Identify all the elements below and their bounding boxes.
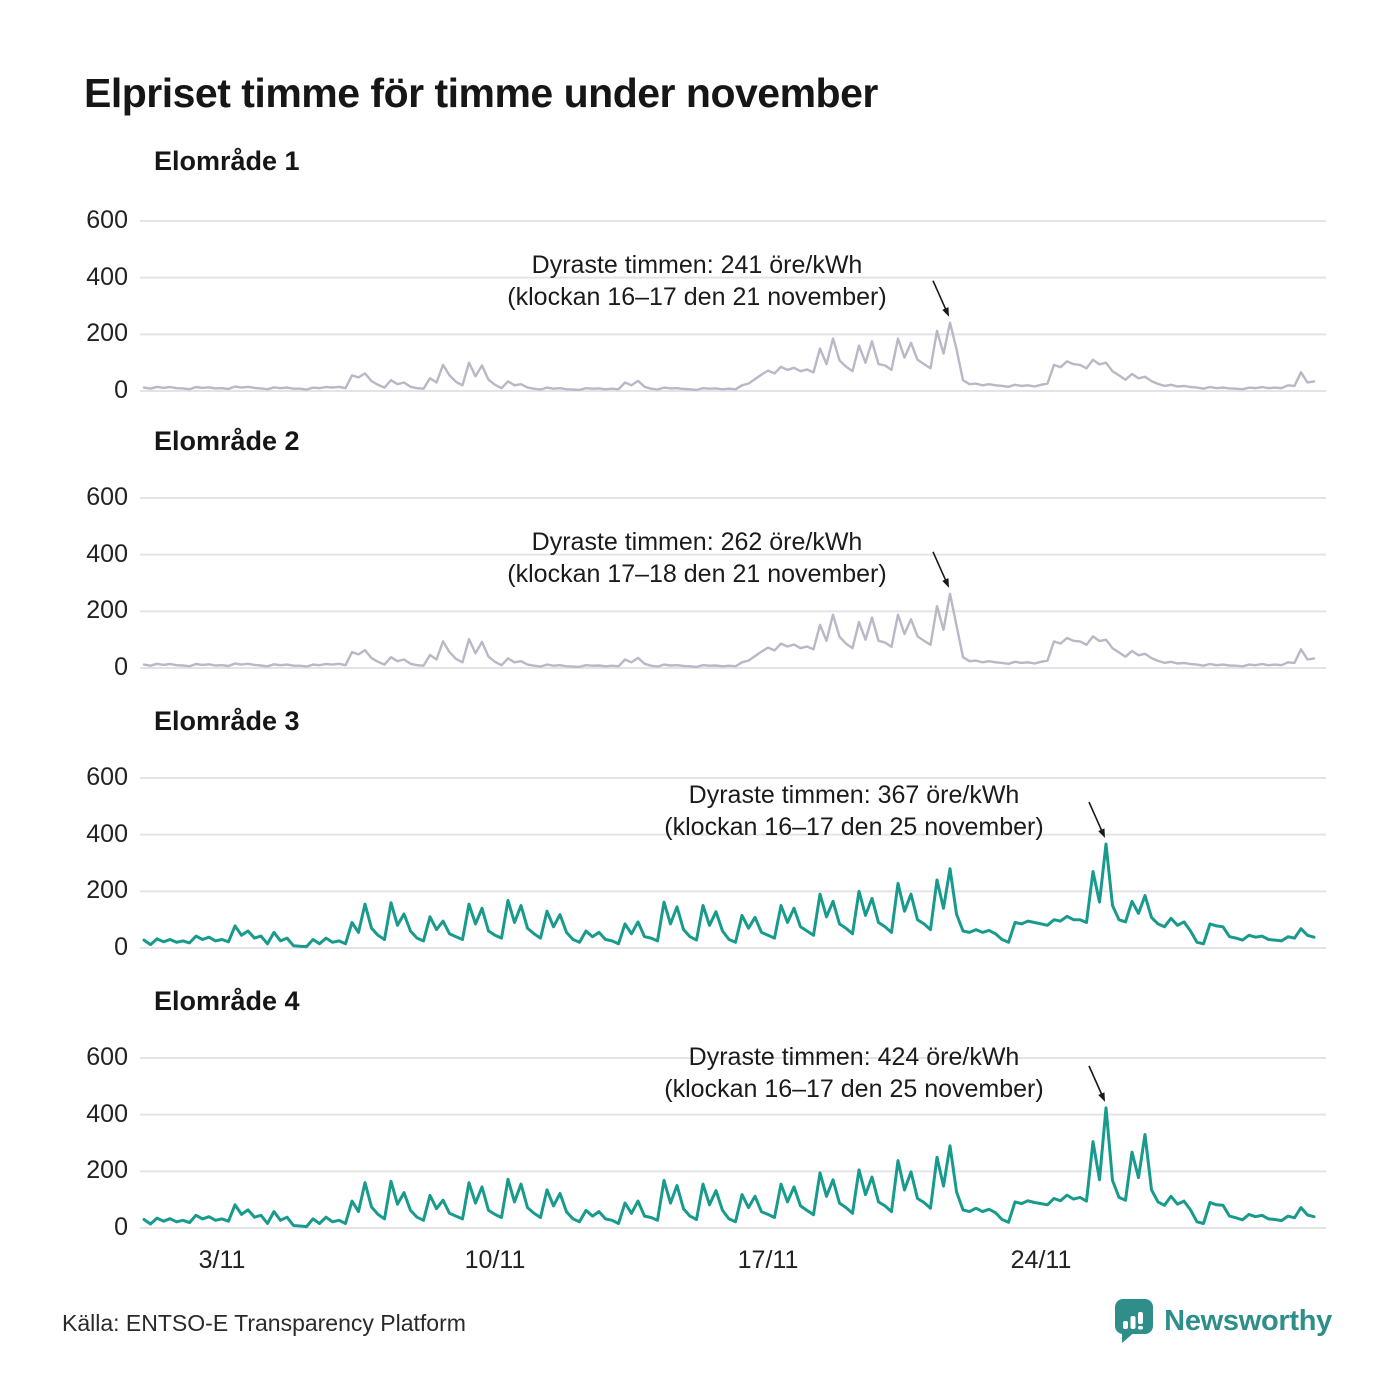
annotation-line2: (klockan 16–17 den 25 november) (664, 813, 1044, 841)
price-line-1 (142, 321, 1316, 392)
y-axis-tick-label: 200 (86, 596, 128, 625)
panel-title-elomrade-3: Elområde 3 (154, 706, 300, 736)
annotation-line1: Dyraste timmen: 424 öre/kWh (688, 1043, 1020, 1071)
annotation-arrowhead (1098, 828, 1105, 839)
y-axis-tick-label: 600 (86, 1043, 128, 1071)
panel-title-elomrade-4: Elområde 4 (154, 986, 300, 1016)
brand-name: Newsworthy (1164, 1304, 1332, 1337)
y-axis-tick-label: 200 (86, 1156, 128, 1185)
x-axis-tick-label: 24/11 (1010, 1246, 1072, 1274)
page-title: Elpriset timme för timme under november (84, 70, 878, 116)
y-axis-tick-label: 0 (114, 933, 128, 961)
panel-title-elomrade-1: Elområde 1 (154, 146, 300, 176)
newsworthy-logo: Newsworthy (1114, 1298, 1332, 1344)
annotation-arrow (932, 551, 948, 583)
annotation-line2: (klockan 16–17 den 21 november) (507, 283, 887, 311)
annotation-max-price-area1: Dyraste timmen: 241 öre/kWh (klockan 16–… (437, 249, 957, 313)
annotation-arrowhead (942, 307, 949, 317)
x-axis-tick-label: 10/11 (464, 1246, 526, 1274)
annotation-arrow (1088, 1065, 1104, 1097)
price-line-2 (142, 592, 1316, 669)
annotation-arrowhead (942, 578, 949, 588)
y-axis-tick-label: 600 (86, 483, 128, 511)
annotation-line1: Dyraste timmen: 262 öre/kWh (531, 528, 863, 556)
annotation-line1: Dyraste timmen: 367 öre/kWh (688, 781, 1020, 809)
y-axis-tick-label: 0 (114, 376, 128, 404)
price-line-4 (142, 1106, 1316, 1229)
bar-chart-bubble-icon (1115, 1299, 1154, 1343)
x-axis-tick-label: 17/11 (737, 1246, 799, 1274)
y-axis-tick-label: 0 (114, 1213, 128, 1241)
y-axis-tick-label: 400 (86, 539, 128, 568)
price-line-3 (142, 842, 1316, 949)
annotation-line1: Dyraste timmen: 241 öre/kWh (531, 251, 863, 279)
annotation-max-price-area3: Dyraste timmen: 367 öre/kWh (klockan 16–… (594, 779, 1114, 843)
annotation-arrow (932, 280, 948, 312)
y-axis-tick-label: 0 (114, 653, 128, 681)
y-axis-tick-label: 200 (86, 319, 128, 348)
y-axis-tick-label: 200 (86, 876, 128, 905)
annotation-arrowhead (1098, 1092, 1105, 1102)
source-credit: Källa: ENTSO-E Transparency Platform (62, 1310, 466, 1336)
annotation-line2: (klockan 16–17 den 25 november) (664, 1075, 1044, 1103)
x-axis-tick-label: 3/11 (198, 1246, 246, 1274)
panel-title-elomrade-2: Elområde 2 (154, 426, 300, 456)
y-axis-tick-label: 600 (86, 206, 128, 234)
annotation-arrow (1088, 801, 1104, 833)
y-axis-tick-label: 400 (86, 819, 128, 848)
annotation-line2: (klockan 17–18 den 21 november) (507, 560, 887, 588)
annotation-max-price-area2: Dyraste timmen: 262 öre/kWh (klockan 17–… (437, 526, 957, 590)
y-axis-tick-label: 600 (86, 763, 128, 791)
y-axis-tick-label: 400 (86, 1099, 128, 1128)
y-axis-tick-label: 400 (86, 262, 128, 291)
annotation-max-price-area4: Dyraste timmen: 424 öre/kWh (klockan 16–… (594, 1041, 1114, 1105)
